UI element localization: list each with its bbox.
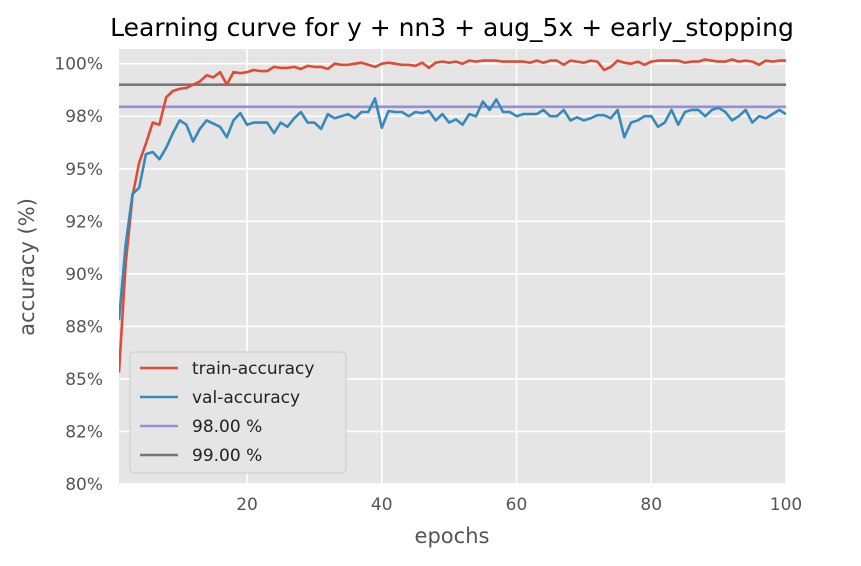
y-axis-label: accuracy (%) [15,198,39,336]
legend-label: 99.00 % [192,446,262,466]
series-lines [119,58,786,373]
reference-lines [119,83,786,109]
x-tick-label: 80 [640,495,662,515]
val-accuracy-line [119,97,786,321]
x-tick-labels: 20 40 60 80 100 [236,495,802,515]
x-axis-label: epochs [415,524,490,548]
y-tick-label: 88% [65,317,103,337]
y-tick-label: 100% [54,55,103,75]
x-tick-label: 60 [506,495,528,515]
legend-label: train-accuracy [192,359,314,379]
y-tick-labels: 80% 82% 85% 88% 90% 92% 95% 98% 100% [54,55,103,495]
y-tick-label: 95% [65,160,103,180]
x-tick-label: 100 [770,495,802,515]
train-accuracy-line [119,58,786,373]
y-tick-label: 92% [65,212,103,232]
y-tick-label: 82% [65,422,103,442]
y-tick-label: 98% [65,107,103,127]
legend-label: val-accuracy [192,388,300,408]
x-tick-label: 40 [371,495,393,515]
legend: train-accuracy val-accuracy 98.00 % 99.00 % [129,351,347,474]
y-tick-label: 90% [65,265,103,285]
legend-box [129,351,347,474]
chart-title: Learning curve for y + nn3 + aug_5x + ea… [110,13,794,42]
legend-label: 98.00 % [192,417,262,437]
y-tick-label: 85% [65,370,103,390]
y-tick-label: 80% [65,475,103,495]
x-tick-label: 20 [236,495,258,515]
